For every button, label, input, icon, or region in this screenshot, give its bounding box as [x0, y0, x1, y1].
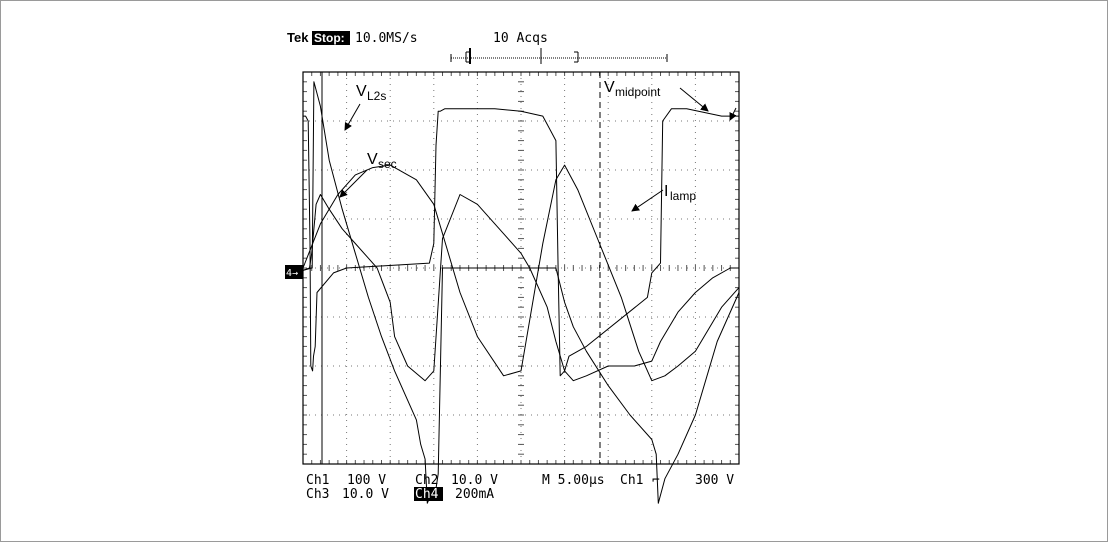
trace-vl2s [302, 81, 740, 504]
annotation-vsec: V sec [367, 151, 397, 171]
ch4-label: Ch4 [415, 487, 439, 502]
state-label: Stop: [314, 31, 345, 45]
arrow-vsec [339, 169, 368, 198]
annotation-vsec-sub: sec [378, 157, 397, 171]
arrow-ilamp [631, 189, 664, 212]
annotation-vl2s-main: V [356, 83, 367, 100]
ch1-scale: 100 V [347, 473, 386, 488]
trigger-level: 300 V [695, 473, 734, 488]
arrow-vmidpoint-2 [729, 107, 737, 121]
annotation-vmidpoint: V midpoint [604, 79, 661, 99]
trace-ilamp [302, 164, 740, 382]
trigger-source: Ch1 [620, 473, 643, 488]
ch2-label: Ch2 [415, 473, 438, 488]
sample-rate-label: 10.0MS/s [355, 31, 418, 46]
annotation-vl2s-sub: L2s [367, 89, 386, 103]
trace-group [302, 81, 740, 504]
annotation-vl2s: V L2s [356, 83, 386, 103]
graticule [302, 71, 740, 465]
trace-vsec [302, 194, 739, 382]
annotation-vmid-main: V [604, 79, 615, 96]
ch3-scale: 10.0 V [342, 487, 389, 502]
ch4-badge [414, 487, 443, 501]
ch4-scale: 200mA [455, 487, 494, 502]
annotation-ilamp-sub: lamp [670, 189, 696, 203]
trigger-slope-icon: ⌐ [652, 473, 660, 488]
timebase-label: M 5.00µs [542, 473, 605, 488]
annotation-ilamp: I lamp [664, 183, 696, 203]
ch2-scale: 10.0 V [451, 473, 498, 488]
arrow-vl2s [344, 103, 361, 131]
brand-label: Tek [287, 30, 309, 45]
trace-vmidpoint [303, 108, 739, 377]
annotation-vsec-main: V [367, 151, 378, 168]
ground-marker-badge [285, 265, 303, 279]
annotation-vmid-sub: midpoint [615, 85, 661, 99]
ch3-label: Ch3 [306, 487, 329, 502]
arrow-vmidpoint-1 [679, 87, 709, 112]
acquisitions-label: 10 Acqs [493, 31, 548, 46]
ground-marker-label: 4→ [286, 268, 298, 279]
ch1-label: Ch1 [306, 473, 329, 488]
annotation-ilamp-main: I [664, 183, 668, 200]
record-position-indicator [450, 48, 668, 64]
state-badge [312, 31, 350, 45]
